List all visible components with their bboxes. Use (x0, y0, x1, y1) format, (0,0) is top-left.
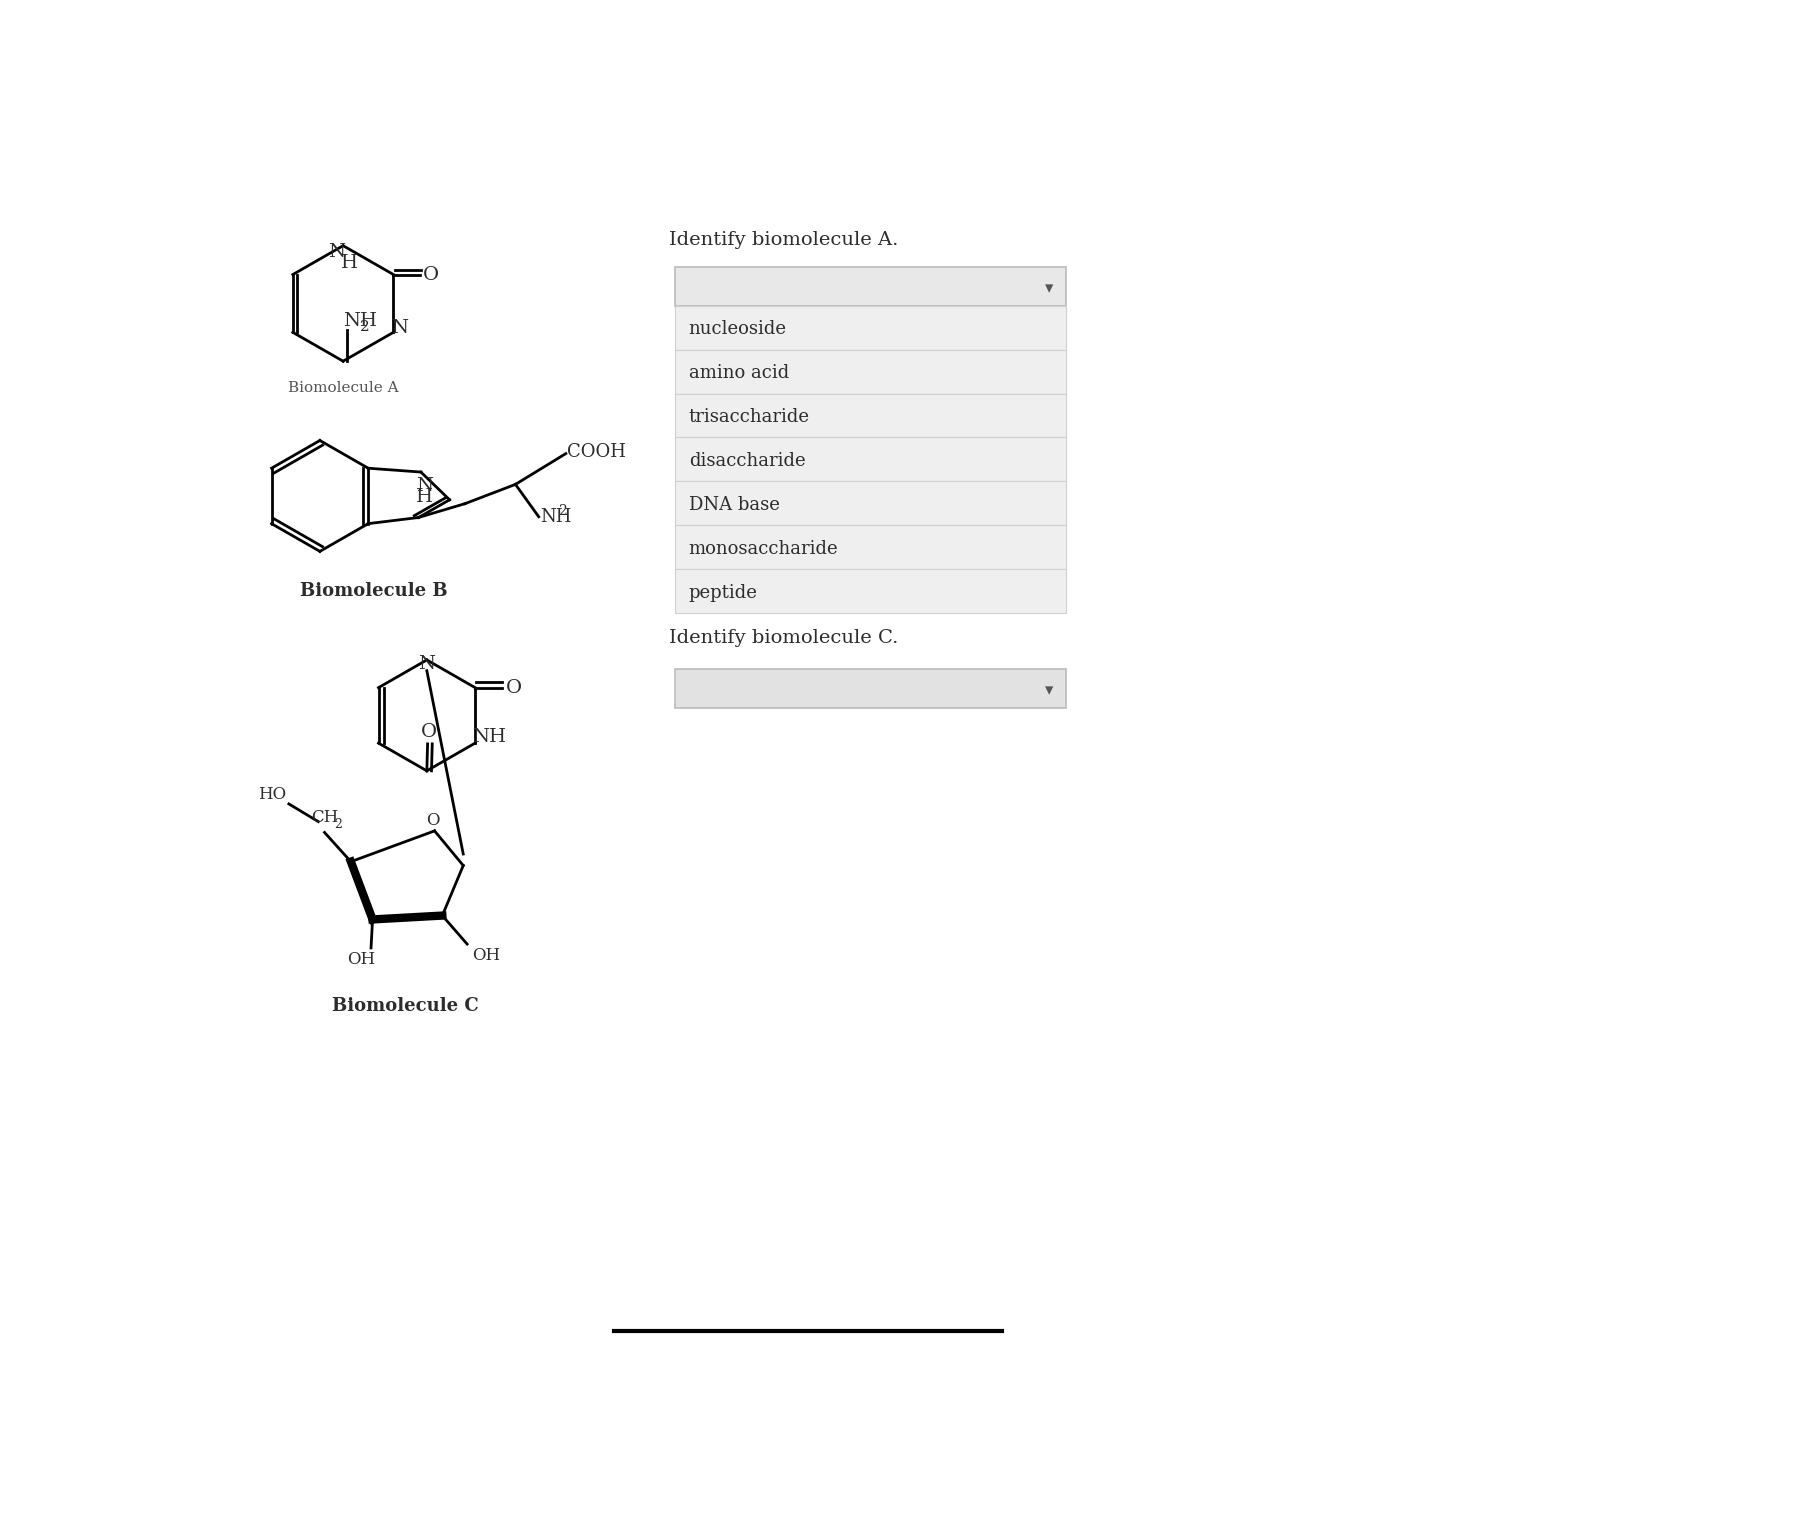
Bar (675, 669, 1065, 707)
Bar (675, 267, 1065, 305)
Text: Identify biomolecule C.: Identify biomolecule C. (668, 629, 898, 647)
Text: ▾: ▾ (1045, 279, 1052, 298)
Text: peptide: peptide (688, 583, 756, 601)
Text: NH: NH (472, 729, 506, 746)
Bar (675, 525, 1065, 569)
Text: monosaccharide: monosaccharide (688, 540, 838, 558)
Text: H: H (341, 253, 357, 272)
Bar (675, 350, 1065, 394)
Text: HO: HO (258, 787, 287, 804)
Text: NH: NH (541, 508, 571, 526)
Text: 2: 2 (557, 503, 566, 517)
Text: Biomolecule B: Biomolecule B (299, 581, 448, 600)
Bar (675, 305, 1065, 350)
Text: NH: NH (343, 311, 377, 330)
Text: CH: CH (310, 810, 337, 827)
Text: OH: OH (472, 946, 501, 965)
Text: Identify biomolecule A.: Identify biomolecule A. (668, 230, 898, 249)
Text: Biomolecule A: Biomolecule A (288, 380, 399, 396)
Text: N: N (392, 319, 408, 337)
Text: 2: 2 (359, 321, 370, 334)
Bar (675, 437, 1065, 482)
Text: disaccharide: disaccharide (688, 453, 805, 469)
Text: N: N (415, 477, 434, 495)
Text: O: O (423, 265, 439, 284)
Text: H: H (415, 488, 434, 506)
Text: amino acid: amino acid (688, 364, 789, 382)
Text: OH: OH (346, 951, 375, 968)
Text: O: O (426, 811, 439, 828)
Text: O: O (506, 678, 522, 696)
Text: Biomolecule C: Biomolecule C (332, 997, 479, 1016)
Bar (675, 569, 1065, 614)
Text: COOH: COOH (568, 443, 626, 462)
Text: ▾: ▾ (1045, 681, 1052, 700)
Bar (675, 394, 1065, 437)
Text: trisaccharide: trisaccharide (688, 408, 809, 426)
Text: N: N (417, 655, 435, 673)
Text: DNA base: DNA base (688, 495, 780, 514)
Text: O: O (421, 724, 437, 741)
Text: 2: 2 (334, 818, 341, 831)
Bar (675, 482, 1065, 525)
Text: nucleoside: nucleoside (688, 321, 785, 337)
Text: N: N (328, 242, 345, 261)
